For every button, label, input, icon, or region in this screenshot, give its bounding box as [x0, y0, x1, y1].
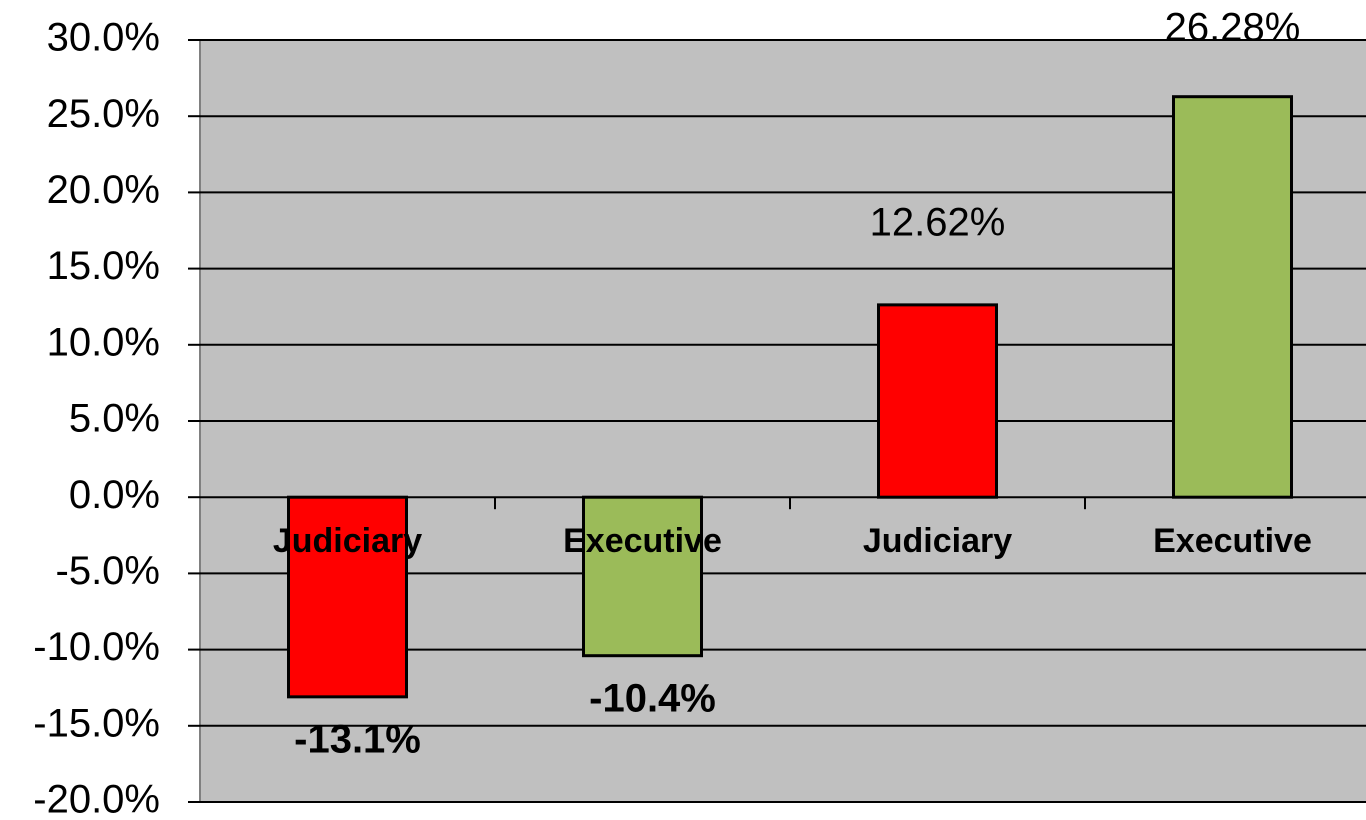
x-tick-label: Executive	[1153, 522, 1312, 560]
y-tick-label: 10.0%	[47, 320, 160, 364]
bar	[1172, 95, 1293, 499]
y-tick-label: -15.0%	[33, 701, 160, 745]
value-label: 26.28%	[1165, 6, 1301, 50]
bar	[877, 303, 998, 499]
y-tick-label: 0.0%	[69, 473, 160, 517]
value-label: -13.1%	[294, 717, 421, 761]
bar	[287, 495, 408, 699]
y-tick-label: 30.0%	[47, 16, 160, 60]
y-tick-label: -20.0%	[33, 778, 160, 820]
x-tick-label: Judiciary	[863, 522, 1012, 560]
x-tick-label: Judiciary	[273, 522, 422, 560]
y-tick-label: -5.0%	[56, 549, 161, 593]
y-tick-label: 20.0%	[47, 168, 160, 212]
y-tick-label: -10.0%	[33, 625, 160, 669]
value-label: 12.62%	[870, 200, 1006, 244]
y-tick-label: 15.0%	[47, 244, 160, 288]
x-tick-label: Executive	[563, 522, 722, 560]
y-tick-label: 5.0%	[69, 397, 160, 441]
bar	[582, 495, 703, 658]
y-tick-label: 25.0%	[47, 92, 160, 136]
value-label: -10.4%	[589, 676, 716, 720]
